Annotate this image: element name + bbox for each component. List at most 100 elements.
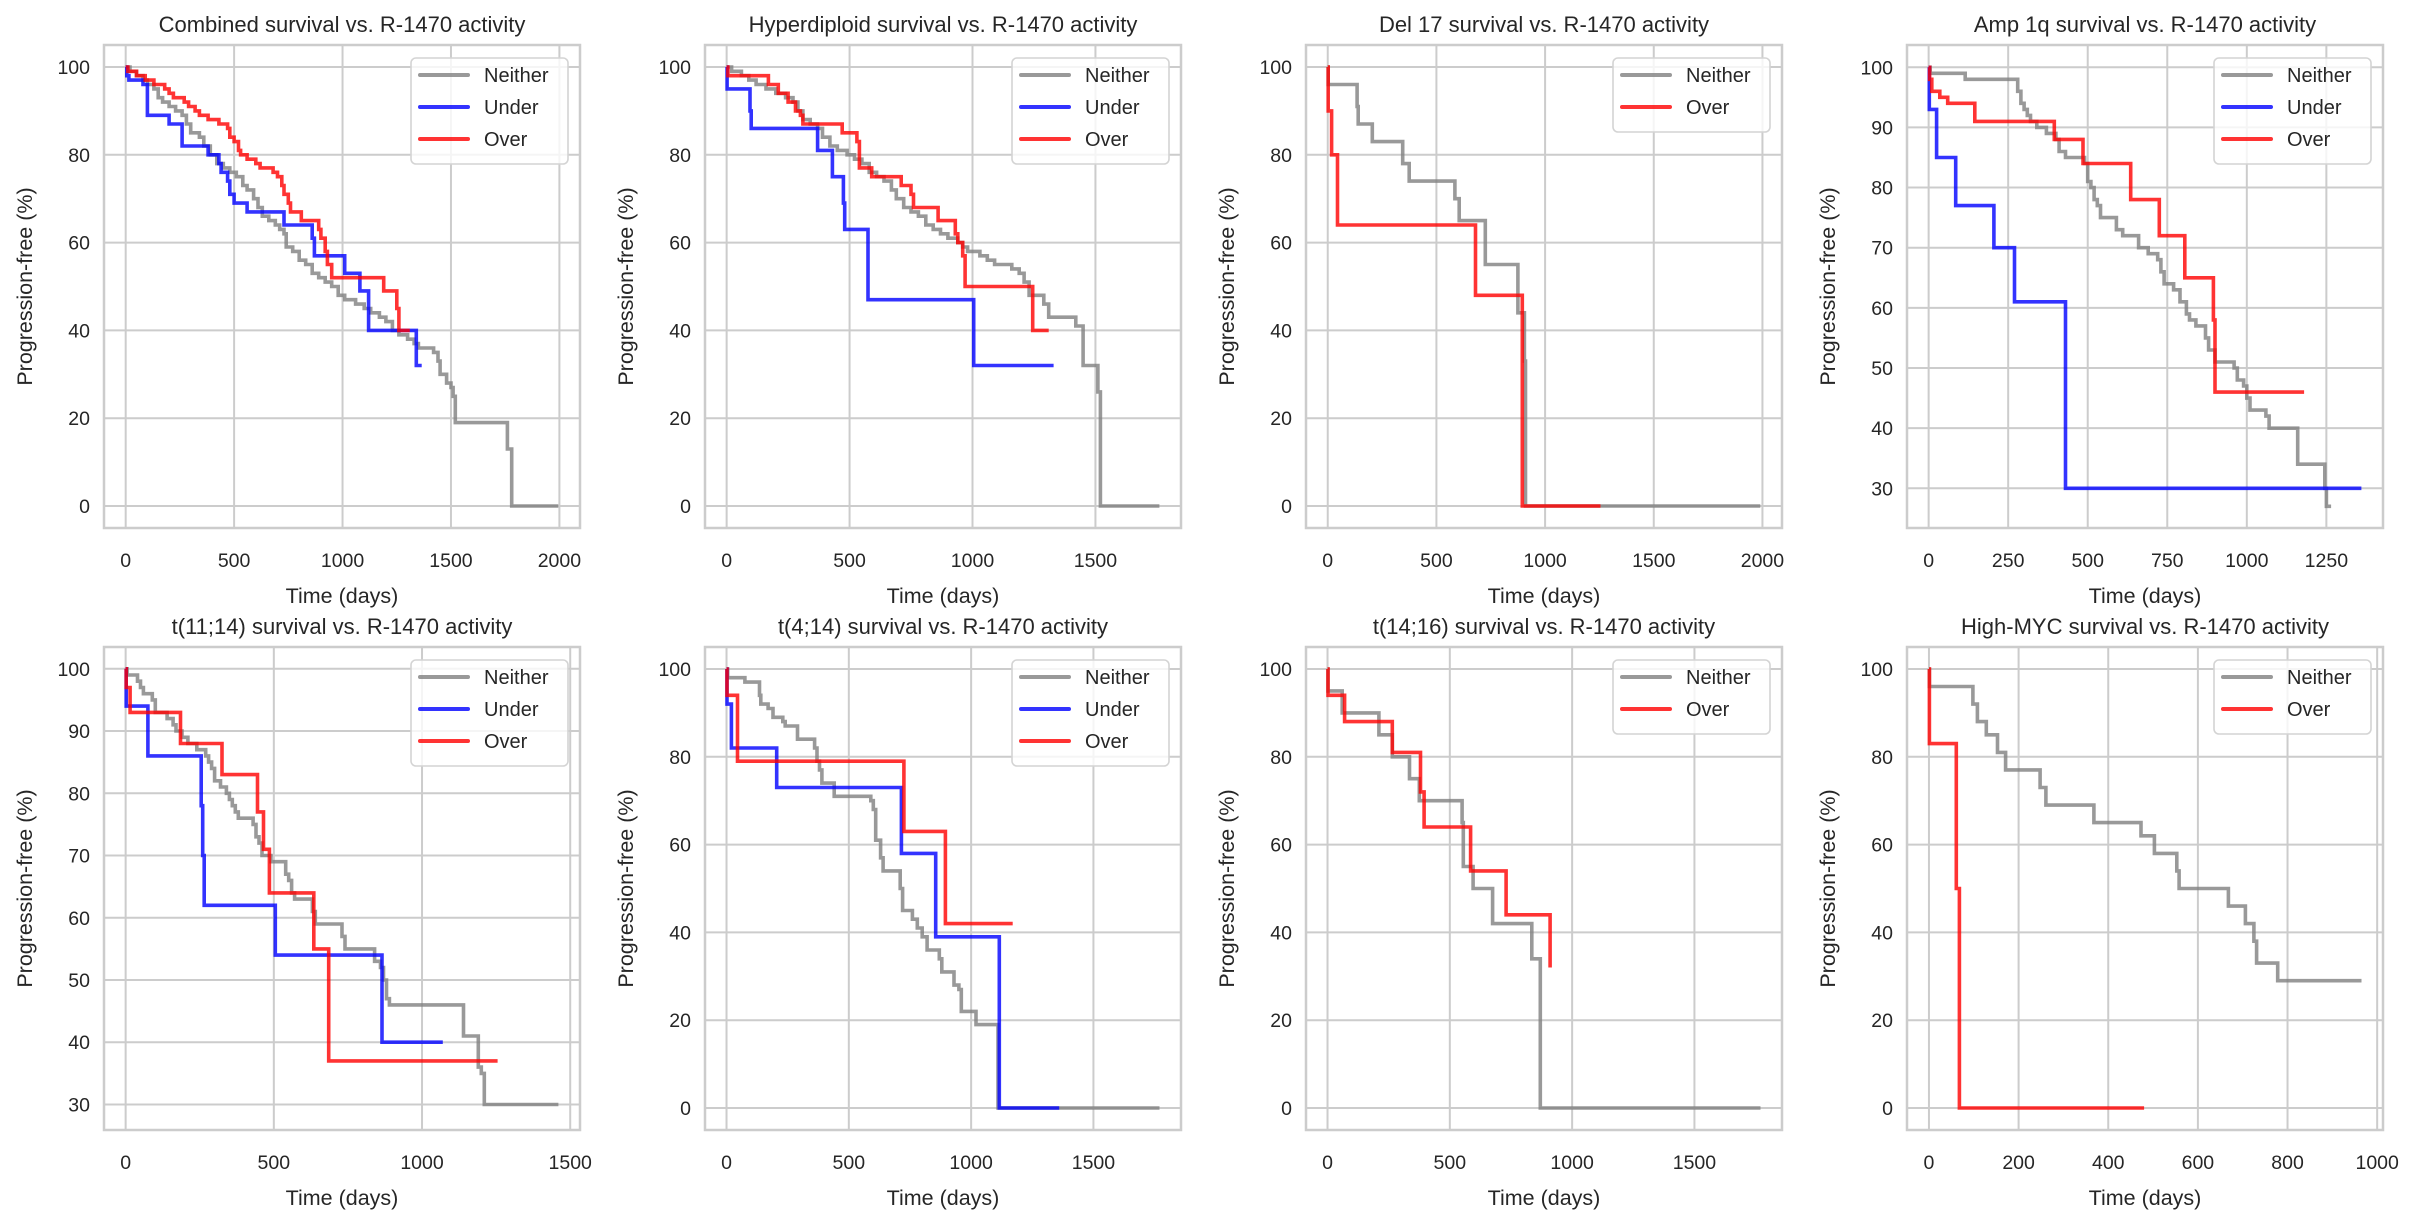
y-tick-label: 20 [1270, 1010, 1292, 1032]
y-tick-label: 60 [68, 233, 90, 255]
x-tick-label: 1500 [1074, 550, 1118, 572]
series-group [725, 667, 1160, 1110]
y-tick-label: 40 [1871, 922, 1893, 944]
axes-frame [1304, 43, 1784, 530]
y-tick-label: 0 [1281, 1098, 1292, 1120]
subplot-1: Combined survival vs. R-1470 activity 0 50… [13, 12, 582, 608]
x-tick-label: 500 [218, 550, 251, 572]
y-tick-label: 80 [669, 145, 691, 167]
y-tick-label: 20 [1270, 408, 1292, 430]
x-tick-label: 1000 [1550, 1152, 1594, 1174]
y-tick-label: 60 [68, 908, 90, 930]
legend-label-over: Over [484, 731, 528, 753]
legend-label-neither: Neither [1085, 65, 1150, 87]
legend-label-under: Under [2287, 97, 2342, 119]
y-tick-label: 100 [57, 57, 90, 79]
x-tick-label: 0 [1322, 1152, 1333, 1174]
x-tick-label: 500 [258, 1152, 291, 1174]
y-tick-label: 40 [1270, 320, 1292, 342]
legend: Neither Over [1612, 659, 1771, 735]
axes-frame [1304, 645, 1784, 1132]
y-axis-label: Progression-free (%) [13, 789, 37, 987]
x-tick-label: 1500 [1072, 1152, 1116, 1174]
series-group [124, 667, 559, 1107]
km-curve-neither [725, 667, 1160, 1110]
x-tick-label: 0 [120, 550, 131, 572]
x-tick-label: 1000 [2355, 1152, 2399, 1174]
x-tick-label: 1000 [951, 550, 995, 572]
x-axis-label: Time (days) [286, 584, 399, 608]
y-tick-label: 60 [669, 835, 691, 857]
series-group [1927, 65, 2362, 509]
y-tick-label: 80 [1270, 145, 1292, 167]
x-tick-label: 1500 [549, 1152, 593, 1174]
x-tick-label: 1500 [1673, 1152, 1717, 1174]
x-tick-label: 1000 [949, 1152, 993, 1174]
km-curve-over [125, 65, 410, 333]
axes-frame [703, 43, 1183, 530]
legend-label-under: Under [484, 699, 539, 721]
subplot-6: t(4;14) survival vs. R-1470 activity 0 500… [614, 614, 1183, 1210]
y-tick-label: 90 [1871, 117, 1893, 139]
legend-label-neither: Neither [484, 65, 549, 87]
y-tick-label: 0 [1281, 496, 1292, 518]
x-axis-label: Time (days) [1488, 584, 1601, 608]
subplot-3: Del 17 survival vs. R-1470 activity 0 500 1… [1215, 12, 1784, 608]
km-curve-over [1326, 65, 1601, 508]
legend-label-under: Under [484, 97, 539, 119]
y-tick-label: 100 [658, 57, 691, 79]
subplot-title: High-MYC survival vs. R-1470 activity [1961, 614, 2329, 639]
x-tick-label: 0 [120, 1152, 131, 1174]
x-tick-label: 2000 [538, 550, 582, 572]
series-group [1326, 65, 1761, 508]
subplot-5: t(11;14) survival vs. R-1470 activity 0 50… [13, 614, 592, 1210]
y-axis-label: Progression-free (%) [1215, 187, 1239, 385]
y-tick-label: 80 [1871, 178, 1893, 200]
km-curve-under [1927, 65, 2362, 491]
axes-frame [1905, 43, 2385, 530]
subplot-title: t(14;16) survival vs. R-1470 activity [1373, 614, 1715, 639]
y-tick-label: 100 [57, 659, 90, 681]
axes-frame [102, 43, 582, 530]
x-tick-label: 1500 [429, 550, 473, 572]
subplot-title: Amp 1q survival vs. R-1470 activity [1974, 12, 2316, 37]
x-tick-label: 500 [1420, 550, 1453, 572]
legend-label-under: Under [1085, 699, 1140, 721]
x-tick-label: 500 [1434, 1152, 1467, 1174]
y-axis-label: Progression-free (%) [1816, 187, 1840, 385]
subplot-title: t(4;14) survival vs. R-1470 activity [778, 614, 1108, 639]
legend: Neither Over [1612, 57, 1771, 133]
km-curve-under [725, 667, 1060, 1110]
subplot-title: t(11;14) survival vs. R-1470 activity [172, 614, 513, 639]
legend-label-neither: Neither [1686, 65, 1751, 87]
x-tick-label: 1500 [1632, 550, 1676, 572]
y-tick-label: 50 [68, 970, 90, 992]
y-tick-label: 20 [669, 408, 691, 430]
y-tick-label: 100 [1860, 659, 1893, 681]
x-tick-label: 500 [833, 1152, 866, 1174]
x-tick-label: 0 [721, 550, 732, 572]
y-axis-label: Progression-free (%) [614, 789, 638, 987]
legend-label-over: Over [1686, 97, 1730, 119]
km-curve-neither [1927, 667, 2362, 983]
y-tick-label: 20 [669, 1010, 691, 1032]
axes-frame [703, 645, 1183, 1132]
series-group [125, 65, 559, 508]
legend-label-under: Under [1085, 97, 1140, 119]
subplot-2: Hyperdiploid survival vs. R-1470 activit… [614, 12, 1183, 608]
km-curve-over [726, 65, 1049, 333]
y-tick-label: 40 [68, 1032, 90, 1054]
x-tick-label: 1000 [400, 1152, 444, 1174]
y-tick-label: 50 [1871, 358, 1893, 380]
y-axis-label: Progression-free (%) [1215, 789, 1239, 987]
x-tick-label: 1000 [321, 550, 365, 572]
legend: Neither Under Over [2213, 57, 2372, 165]
y-tick-label: 20 [68, 408, 90, 430]
y-tick-label: 80 [68, 783, 90, 805]
km-curve-over [1326, 667, 1552, 968]
legend: Neither Under Over [1011, 57, 1170, 165]
y-tick-label: 80 [1871, 747, 1893, 769]
y-tick-label: 40 [1871, 418, 1893, 440]
y-tick-label: 100 [658, 659, 691, 681]
x-tick-label: 0 [1924, 1152, 1935, 1174]
